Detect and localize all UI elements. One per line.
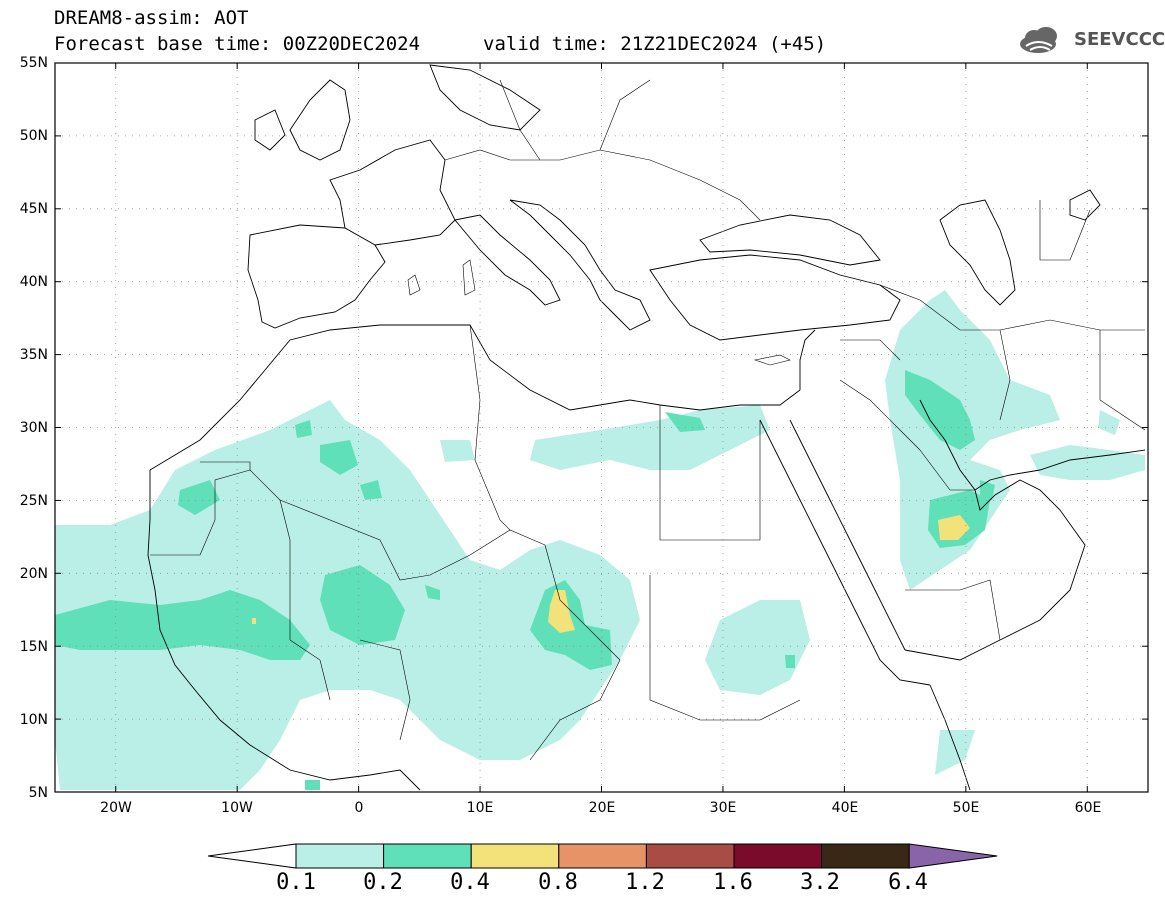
colorbar-label-0-4: 0.4 bbox=[450, 870, 490, 895]
colorbar-label-3-2: 3.2 bbox=[800, 870, 840, 895]
axis-ticks bbox=[55, 62, 1148, 793]
lat-label-20n: 20N bbox=[19, 566, 48, 582]
colorbar-segment bbox=[558, 843, 647, 869]
colorbar-label-6-4: 6.4 bbox=[888, 870, 928, 895]
lon-label-30e: 30E bbox=[709, 800, 737, 816]
lon-label-20e: 20E bbox=[588, 800, 616, 816]
lat-label-50n: 50N bbox=[19, 128, 48, 144]
lon-label-20w: 20W bbox=[100, 800, 132, 816]
colorbar-label-0-8: 0.8 bbox=[538, 870, 578, 895]
lon-label-40e: 40E bbox=[831, 800, 859, 816]
lat-label-35n: 35N bbox=[19, 347, 48, 363]
lat-label-10n: 10N bbox=[19, 712, 48, 728]
lat-label-45n: 45N bbox=[19, 201, 48, 217]
map-title: DREAM8-assim: AOT bbox=[54, 7, 249, 29]
country-borders bbox=[150, 79, 1146, 761]
logo-text: SEEVCCC bbox=[1074, 29, 1165, 50]
lon-label-60e: 60E bbox=[1074, 800, 1102, 816]
aot-level-0-1 bbox=[55, 290, 1145, 790]
cloud-icon bbox=[1020, 27, 1057, 53]
colorbar-label-1-6: 1.6 bbox=[713, 870, 753, 895]
lon-label-0: 0 bbox=[354, 800, 364, 816]
lon-label-10e: 10E bbox=[466, 800, 494, 816]
colorbar-label-0-2: 0.2 bbox=[363, 870, 403, 895]
valid-time: valid time: 21Z21DEC2024 (+45) bbox=[483, 33, 827, 55]
lat-label-30n: 30N bbox=[19, 420, 48, 436]
forecast-base-time: Forecast base time: 00Z20DEC2024 bbox=[54, 33, 421, 55]
colorbar-segment bbox=[295, 843, 385, 869]
lat-label-40n: 40N bbox=[19, 274, 48, 290]
lon-label-50e: 50E bbox=[952, 800, 980, 816]
lat-label-55n: 55N bbox=[19, 55, 48, 71]
colorbar-segment bbox=[645, 843, 735, 869]
colorbar-label-0-1: 0.1 bbox=[276, 870, 316, 895]
colorbar-segment bbox=[821, 843, 910, 869]
aot-level-0-4 bbox=[252, 515, 970, 633]
colorbar bbox=[207, 843, 998, 869]
colorbar-segment bbox=[733, 843, 823, 869]
lat-label-25n: 25N bbox=[19, 493, 48, 509]
aot-level-0-2 bbox=[55, 370, 995, 790]
lon-label-10w: 10W bbox=[221, 800, 253, 816]
colorbar-overflow-arrow bbox=[908, 843, 998, 869]
lat-label-15n: 15N bbox=[19, 639, 48, 655]
logo bbox=[1020, 27, 1057, 53]
lat-label-5n: 5N bbox=[28, 785, 48, 801]
colorbar-segment bbox=[383, 843, 472, 869]
colorbar-label-1-2: 1.2 bbox=[625, 870, 665, 895]
colorbar-underflow-arrow bbox=[207, 843, 297, 869]
water-bodies bbox=[407, 259, 791, 366]
colorbar-segment bbox=[470, 843, 560, 869]
graticule bbox=[55, 63, 1148, 792]
